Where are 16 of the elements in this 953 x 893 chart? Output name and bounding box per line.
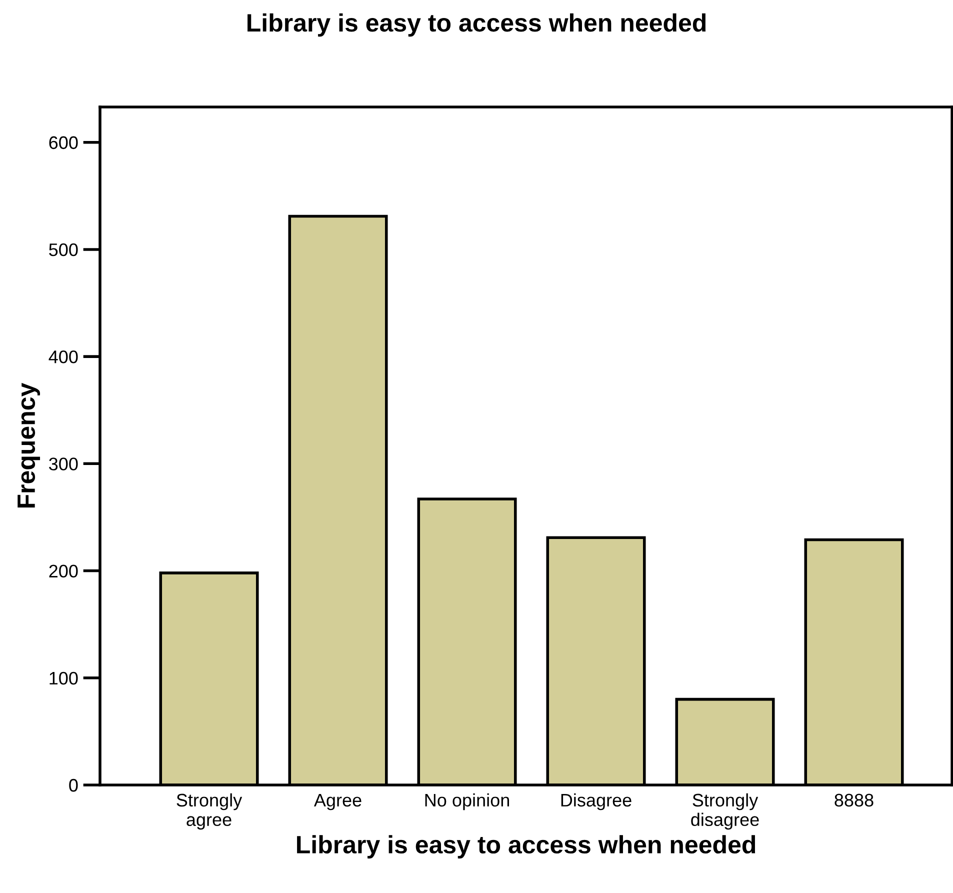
y-axis-title: Frequency (18, 382, 40, 508)
y-tick-label: 100 (50, 672, 78, 685)
x-tick-label: Strongly agree (176, 793, 242, 830)
x-tick-label: Disagree (561, 793, 632, 810)
y-tick-label: 300 (49, 458, 78, 470)
x-tick-label: Agree (314, 794, 362, 810)
y-tick-label: 400 (48, 350, 78, 364)
chart-title: Library is easy to access when needed (248, 13, 706, 37)
y-tick-label: 600 (49, 136, 78, 150)
x-tick-label: No opinion (425, 793, 509, 810)
y-tick-label: 0 (69, 778, 78, 792)
x-tick-label: 8888 (834, 794, 874, 807)
y-tick-label: 500 (49, 243, 78, 256)
x-tick-label: Strongly disagree (691, 793, 759, 830)
x-axis-title: Library is easy to access when needed (297, 835, 756, 858)
y-tick-label: 200 (49, 564, 78, 578)
